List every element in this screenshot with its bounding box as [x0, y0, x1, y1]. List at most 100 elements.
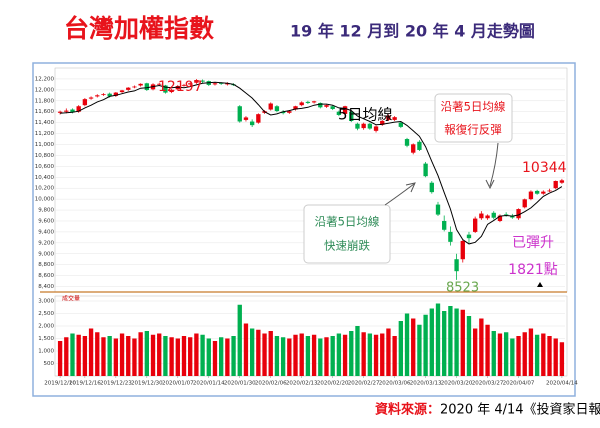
- candle-body: [404, 139, 410, 146]
- y-tick-label: 10,400: [35, 175, 55, 181]
- volume-bar: [181, 336, 187, 376]
- candle-body: [336, 111, 342, 115]
- candle-body: [237, 106, 242, 122]
- volume-bar: [293, 334, 298, 376]
- volume-bar: [398, 321, 403, 376]
- source: 2020 年 4/14《投資家日報》: [440, 402, 600, 418]
- annotation: 10344: [522, 160, 567, 176]
- candle-body: [429, 182, 434, 193]
- volume-bar: [336, 333, 342, 376]
- volume-bar: [157, 333, 162, 376]
- candle-body: [491, 212, 496, 218]
- annotation-box: [303, 204, 391, 264]
- volume-bar: [169, 337, 174, 376]
- volume-bar: [460, 309, 465, 376]
- candle-body: [175, 86, 180, 90]
- candle-body: [311, 101, 317, 103]
- candle-body: [330, 106, 335, 109]
- candle-body: [460, 240, 465, 260]
- candle-body: [169, 89, 174, 93]
- x-tick-label: 2020/01/14: [193, 381, 225, 387]
- candle-body: [212, 83, 218, 85]
- volume-bar: [553, 338, 558, 376]
- candle-body: [88, 97, 94, 99]
- volume-bar: [113, 338, 119, 376]
- candle-body: [274, 106, 280, 112]
- x-tick-label: 2019/12/10: [44, 381, 76, 387]
- candle-body: [541, 191, 546, 194]
- volume-bar: [349, 331, 354, 376]
- candle-body: [188, 83, 193, 85]
- candle-body: [473, 218, 478, 232]
- volume-bar: [392, 336, 397, 376]
- y-tick-label: 9,400: [38, 229, 54, 235]
- candle-body: [559, 180, 565, 183]
- volume-bar: [479, 318, 484, 376]
- candle-body: [547, 190, 552, 192]
- candle-body: [293, 106, 298, 110]
- arrow: [384, 183, 415, 206]
- volume-bar: [268, 331, 273, 376]
- volume-bar: [386, 328, 391, 376]
- volume-bar: [249, 328, 255, 376]
- candle-body: [249, 121, 255, 126]
- candle-body: [466, 234, 472, 239]
- annotation: 5日均線: [338, 106, 393, 124]
- x-tick-label: 2020/04/07: [503, 381, 535, 387]
- x-tick-label: 2019/12/23: [100, 381, 132, 387]
- marker: [537, 282, 543, 287]
- annotation: 1821點: [508, 262, 558, 278]
- y-tick-label: 12,000: [35, 87, 55, 93]
- volume-bar: [88, 328, 94, 376]
- x-tick-label: 2020/03/20: [441, 381, 473, 387]
- y-tick-label: 8,600: [38, 273, 54, 279]
- y-tick-label: 10,600: [35, 164, 55, 170]
- volume-bar: [522, 332, 527, 376]
- annotation: 已彈升: [512, 235, 554, 251]
- candle-body: [448, 231, 453, 242]
- candle-body: [95, 95, 100, 97]
- y-tick-label: 11,400: [35, 120, 55, 126]
- volume-bar: [342, 334, 348, 376]
- candle-body: [268, 103, 273, 110]
- annotation: 沿著5日均線: [441, 100, 506, 114]
- candle-body: [132, 86, 137, 88]
- volume-bar: [417, 324, 422, 376]
- x-tick-label: 2019/12/30: [131, 381, 163, 387]
- volume-bar: [442, 311, 447, 376]
- candle-body: [324, 105, 329, 107]
- candle-body: [479, 213, 484, 219]
- chart-title: 台灣加權指數: [64, 14, 214, 43]
- candle-body: [299, 102, 304, 106]
- volume-bar: [119, 333, 125, 376]
- candle-body: [163, 85, 168, 93]
- volume-bar: [280, 337, 286, 376]
- candle-body: [442, 220, 447, 230]
- candle-body: [119, 90, 125, 93]
- volume-panel: [54, 295, 568, 377]
- y-tick-label: 500: [44, 361, 55, 367]
- x-tick-label: 2020/02/20: [317, 381, 349, 387]
- volume-bar: [473, 328, 478, 376]
- volume-bar: [231, 336, 236, 376]
- y-tick-label: 2,500: [38, 311, 54, 317]
- y-tick-label: 9,200: [38, 240, 54, 246]
- volume-bar: [367, 333, 373, 376]
- candle-body: [70, 109, 75, 113]
- x-tick-label: 2020/03/13: [410, 381, 442, 387]
- arrow-head: [405, 182, 416, 193]
- volume-bar: [485, 324, 490, 376]
- volume-bar: [299, 333, 304, 376]
- y-tick-label: 10,200: [35, 186, 55, 192]
- annotation: 12197: [158, 79, 203, 95]
- candle-body: [355, 123, 360, 129]
- volume-bar: [380, 333, 385, 376]
- candle-body: [57, 111, 63, 113]
- candle-body: [497, 215, 503, 221]
- y-tick-label: 10,800: [35, 153, 55, 159]
- candle-body: [417, 141, 422, 150]
- volume-bar: [516, 336, 521, 376]
- volume-bar: [503, 332, 509, 376]
- candle-body: [126, 87, 131, 90]
